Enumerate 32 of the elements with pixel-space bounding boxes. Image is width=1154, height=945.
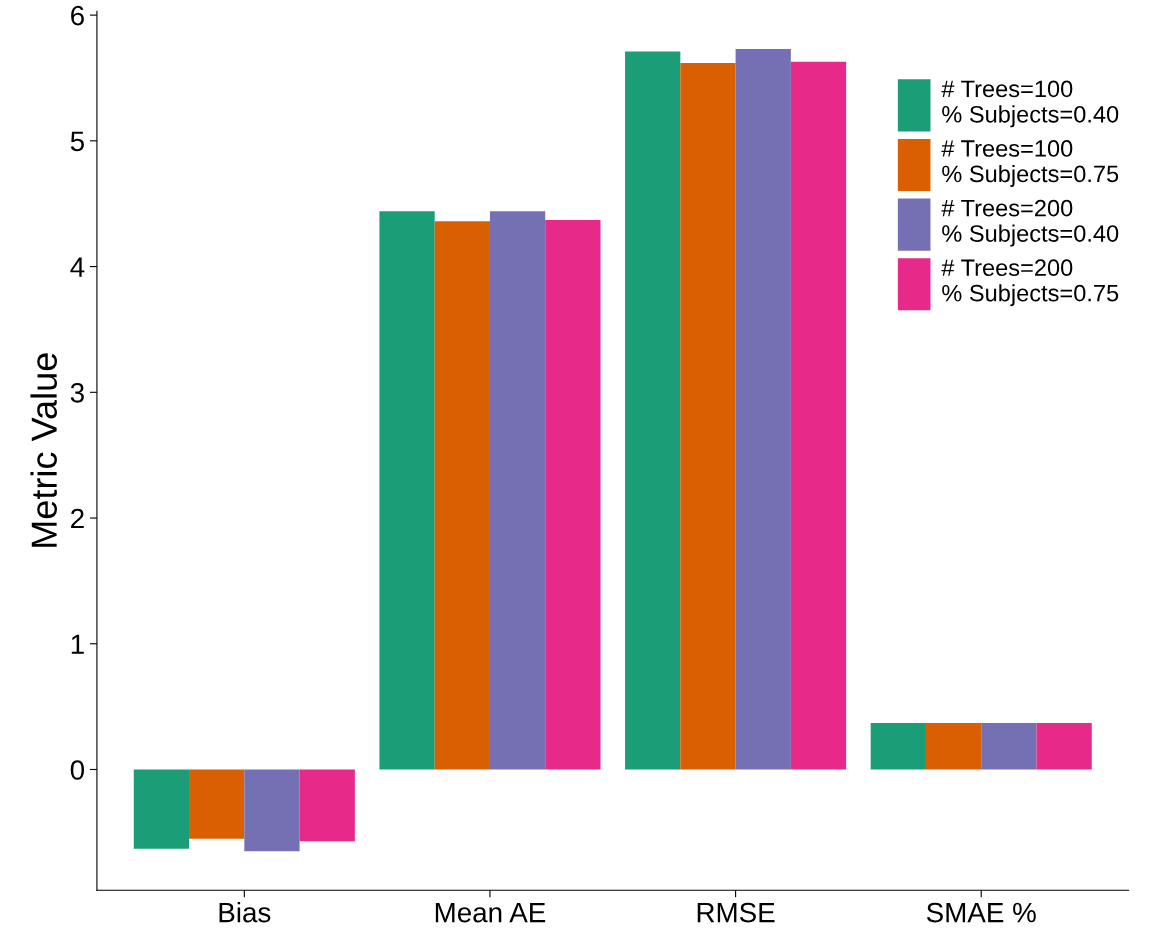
y-tick-label: 1 [71,634,84,654]
legend-label: # Trees=200 % Subjects=0.75 [941,259,1119,307]
bar [133,769,190,849]
bar [299,769,355,842]
bar [925,722,982,770]
x-tick-label: Bias [219,902,271,923]
bar [981,722,1037,770]
bar [870,722,926,770]
bar [189,769,245,839]
bar [735,49,791,770]
bar [244,769,300,852]
bar [434,221,490,770]
y-axis-title: Metric Value [30,353,57,547]
x-tick-label: RMSE [697,902,775,923]
x-tick-label: SMAE % [926,902,1036,923]
y-tick-label: 4 [70,257,85,277]
bar [379,211,435,770]
y-tick-label: 6 [71,5,84,26]
legend-label: # Trees=100 % Subjects=0.40 [941,80,1119,128]
bar [1036,722,1092,770]
y-tick-label: 5 [70,131,84,152]
bar [625,51,681,770]
y-tick-label: 2 [71,508,84,529]
y-tick-label: 3 [70,382,84,403]
bar [680,62,736,770]
legend-label: # Trees=100 % Subjects=0.75 [941,140,1119,187]
bar [489,211,546,770]
bar [790,61,847,770]
legend-label: # Trees=200 % Subjects=0.40 [941,199,1119,247]
y-tick-label: 0 [70,760,85,780]
x-tick-label: Mean AE [435,903,546,923]
bar [545,220,601,770]
